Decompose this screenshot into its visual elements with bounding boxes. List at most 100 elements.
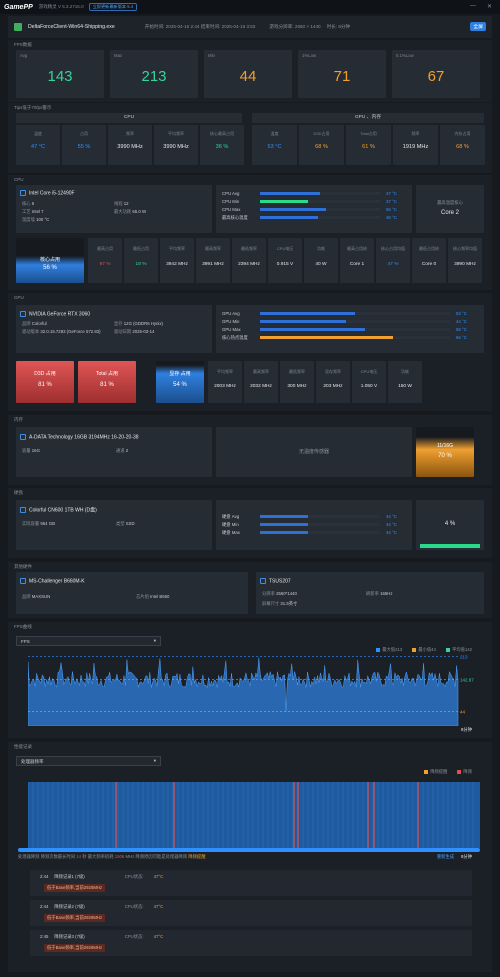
spec-item: 工艺 Intel 7 (22, 209, 44, 215)
disk-spec-v0: 954 GB (40, 521, 55, 526)
minimize-icon[interactable]: — (470, 3, 476, 9)
session-header: DeltaForceClient-Win64-Shipping.exe 开始时间… (8, 16, 492, 38)
disk-panel: 硬盘 Colorful CN600 1TB WH (D盘) 实际容量 954 G… (8, 488, 492, 558)
temp-row-value: 44 °C (386, 522, 397, 527)
cell-value: 150 W (398, 384, 412, 389)
spec-key: 温度墙 (22, 217, 35, 222)
summary-stat-5: 1506 (114, 854, 125, 859)
timeline-slider[interactable] (18, 848, 480, 852)
session-time: 开始时间: 2025-04-16 2:44 结束时间: 2025-04-16 3… (144, 24, 256, 29)
regenerate-button[interactable]: 重新生成 (436, 854, 454, 859)
fps-card-label: Min (208, 53, 215, 58)
mon-spec-v0: 2560*1440 (276, 591, 297, 596)
temp-bar-track (260, 320, 450, 323)
log-line: 2:45 降频记录3 (7级) CPU状态: 47°C (40, 934, 163, 940)
disk-usage-bar (420, 544, 480, 548)
spec-key: 最大功耗 (114, 209, 132, 214)
legend-item: 最小值44 (412, 647, 436, 652)
cpu-stat-cell: 最低占用核 Core 0 (412, 238, 446, 283)
temp-row-label: 最高核心温度 (222, 215, 248, 220)
summary-stat-0: 处理器降频 (18, 854, 40, 859)
summary-gpu-cell: 内存占用 68 % (440, 125, 485, 165)
title-bar: GamePP 游戏精灵 V 5.3.2716.0 立即更新最新版本 5.4 — … (0, 0, 500, 14)
cell-value: 3990 MHz (454, 262, 476, 267)
fps-duration: 8分钟 (461, 727, 472, 732)
summary-stat-4: 最大频率损耗 (87, 854, 114, 859)
gpu-title: GPU (14, 295, 24, 300)
cell-label: 平均频率 (168, 131, 184, 136)
update-badge[interactable]: 立即更新最新版本 5.4 (88, 3, 138, 11)
summary-cpu-head: CPU (16, 113, 242, 123)
temp-bar-track (260, 200, 380, 203)
cell-label: 最高占用 (97, 246, 113, 251)
temp-row-value: 66 °C (456, 335, 467, 340)
fps-metric-select[interactable]: FPS ▾ (16, 636, 161, 646)
fps-ref-label: 142.87 (460, 678, 474, 683)
cell-label: 频率 (411, 131, 420, 136)
log-entry[interactable]: 2:45 降频记录3 (7级) CPU状态: 47°C 低于Base频率,当前2928M… (30, 930, 472, 956)
perf-panel: 性能记录 处理器频率 ▾ 降频提醒 降频 8分钟 重新生成 处理器降频 降频次数最长… (8, 742, 492, 972)
cpu-stat-cell: 最低频率 2394 MHz (232, 238, 266, 283)
spec-value: 100 °C (36, 217, 50, 222)
fps-chart-title: FPS曲线 (14, 624, 32, 629)
gpu-stat-cell: 平均频率 2003 MHz (208, 361, 242, 403)
legend-label: 平均值142 (451, 647, 472, 652)
cell-value: 3990 MHz (117, 144, 143, 150)
fps-ref-label: 44 (460, 710, 466, 715)
perf-metric-select[interactable]: 处理器频率 ▾ (16, 756, 161, 766)
cpu-title: CPU (14, 177, 24, 182)
spec-value: 32.0.15.7283 (GeForce 572.83) (40, 329, 101, 334)
mem-spec-v0: 16G (31, 448, 40, 453)
log-cpu: CPU状态: (124, 904, 144, 909)
cpu-temp-card: CPU Avg 47 °C CPU Min 37 °C CPU Max 56 °C 最高核心… (216, 185, 412, 233)
perf-chart (28, 782, 480, 848)
cpu-usage-value: 56 % (43, 265, 57, 271)
mem-spec-k1: 通道 (116, 448, 125, 453)
gpu-name: NVIDIA GeForce RTX 3060 (29, 311, 91, 318)
spec-item: 驱动日期 2025-03-14 (114, 329, 154, 335)
cell-label: 最低占用核 (419, 246, 439, 251)
log-entry[interactable]: 2:44 降频记录1 (7级) CPU状态: 47°C 低于Base频率,当前2928M… (30, 870, 472, 896)
log-line: 2:44 降频记录1 (7级) CPU状态: 47°C (40, 874, 163, 880)
spec-value: 65.0 W (132, 209, 147, 214)
gpu-panel: GPU NVIDIA GeForce RTX 3060 品牌 Colorful 显… (8, 293, 492, 411)
close-icon[interactable]: ✕ (486, 4, 492, 10)
log-cpu: CPU状态: (124, 874, 144, 879)
temp-row-value: 44 °C (386, 514, 397, 519)
spec-item: 品牌 Colorful (22, 321, 47, 327)
cell-label: 温度 (270, 131, 279, 136)
summary-cpu-cell: 平均频率 3990 MHz (154, 125, 198, 165)
perf-select-value: 处理器频率 (21, 759, 44, 764)
gpu-total-value: 81 % (100, 382, 114, 388)
temp-bar (260, 531, 308, 534)
mon-spec-k1: 刷新率 (366, 591, 379, 596)
cell-value: 300 MHz (287, 384, 307, 389)
temp-row-value: 44 °C (456, 319, 467, 324)
cpu-stat-cell: 最高占用核 Core 1 (340, 238, 374, 283)
motherboard-icon (20, 578, 26, 584)
mon-spec-k0: 分辨率 (262, 591, 275, 596)
log-text: 降频记录3 (7级) (54, 934, 85, 939)
legend-label: 降频 (463, 769, 472, 774)
fps-card-value: 71 (333, 68, 351, 85)
legend-swatch (457, 769, 462, 774)
cell-value: 3991 MHz (202, 262, 224, 267)
temp-row-value: 37 °C (386, 199, 397, 204)
mon-name: TSUS207 (269, 578, 291, 585)
fullscreen-button[interactable]: 全屏 (470, 22, 486, 31)
disk-spec-k1: 类型 (116, 521, 125, 526)
log-entry[interactable]: 2:44 降频记录2 (7级) CPU状态: 47°C 低于Base频率,当前2928M… (30, 900, 472, 926)
cell-value: 47 % (387, 262, 399, 267)
monitor-icon (260, 578, 266, 584)
cell-value: 1919 MHz (402, 144, 429, 150)
temp-row-label: 硬盘 Min (222, 522, 239, 527)
temp-row-value: 44 °C (386, 530, 397, 535)
cell-value: 0.915 V (276, 262, 294, 267)
spec-value: 12G (GDDR6 Hynix) (123, 321, 163, 326)
cell-value: 1.050 V (360, 384, 378, 389)
legend-item: 降频 (457, 769, 472, 774)
cpu-stat-cell: 最低占用 18 % (124, 238, 158, 283)
temp-bar-track (260, 192, 380, 195)
spec-key: 工艺 (22, 209, 31, 214)
temp-row-label: 硬盘 Max (222, 530, 240, 535)
